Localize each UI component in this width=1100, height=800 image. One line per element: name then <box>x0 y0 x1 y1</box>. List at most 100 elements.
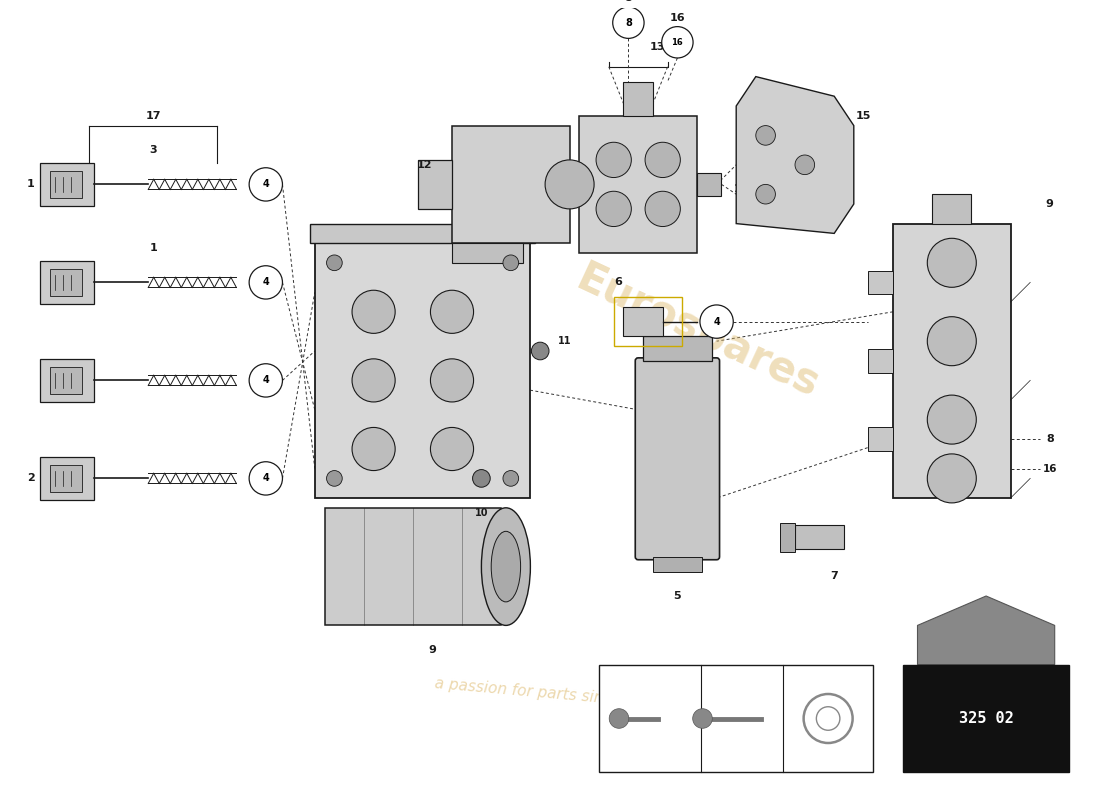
Text: 8: 8 <box>1046 434 1054 444</box>
FancyBboxPatch shape <box>869 427 893 451</box>
FancyBboxPatch shape <box>41 163 95 206</box>
Circle shape <box>927 395 977 444</box>
FancyBboxPatch shape <box>600 665 873 773</box>
Text: Eurospares: Eurospares <box>569 257 825 406</box>
FancyBboxPatch shape <box>315 243 530 498</box>
Text: 14: 14 <box>734 184 748 194</box>
Text: 4: 4 <box>263 179 270 190</box>
Text: 13: 13 <box>650 42 666 52</box>
FancyBboxPatch shape <box>903 665 1069 773</box>
FancyBboxPatch shape <box>51 465 81 492</box>
FancyBboxPatch shape <box>580 116 697 253</box>
Circle shape <box>927 454 977 503</box>
FancyBboxPatch shape <box>324 508 500 626</box>
Text: 3: 3 <box>150 145 157 155</box>
Text: 6: 6 <box>615 278 623 287</box>
Circle shape <box>430 427 474 470</box>
Circle shape <box>596 142 631 178</box>
Polygon shape <box>917 596 1055 665</box>
FancyBboxPatch shape <box>310 223 536 243</box>
Text: 16: 16 <box>614 674 628 684</box>
FancyBboxPatch shape <box>780 522 795 552</box>
FancyBboxPatch shape <box>418 160 452 209</box>
Text: 12: 12 <box>417 160 432 170</box>
FancyBboxPatch shape <box>41 261 95 304</box>
FancyBboxPatch shape <box>697 173 722 196</box>
Circle shape <box>662 26 693 58</box>
Text: 16: 16 <box>1043 463 1057 474</box>
FancyBboxPatch shape <box>893 223 1011 498</box>
Text: 7: 7 <box>830 571 838 582</box>
Circle shape <box>249 364 283 397</box>
Circle shape <box>503 470 518 486</box>
Text: 16: 16 <box>671 38 683 46</box>
Circle shape <box>609 709 629 728</box>
Text: 8: 8 <box>625 0 632 3</box>
Ellipse shape <box>492 531 520 602</box>
FancyBboxPatch shape <box>41 359 95 402</box>
Circle shape <box>352 290 395 334</box>
FancyBboxPatch shape <box>51 269 81 296</box>
Text: 4: 4 <box>263 474 270 483</box>
FancyBboxPatch shape <box>624 82 653 116</box>
FancyBboxPatch shape <box>653 557 702 571</box>
Text: 4: 4 <box>263 278 270 287</box>
FancyBboxPatch shape <box>624 307 662 336</box>
Circle shape <box>927 317 977 366</box>
Circle shape <box>473 470 491 487</box>
Circle shape <box>816 706 840 730</box>
Polygon shape <box>736 77 854 234</box>
Circle shape <box>927 238 977 287</box>
Text: 325 02: 325 02 <box>959 711 1013 726</box>
Circle shape <box>249 266 283 299</box>
Circle shape <box>327 255 342 270</box>
Circle shape <box>700 305 734 338</box>
FancyBboxPatch shape <box>452 126 570 243</box>
Text: 4: 4 <box>713 317 721 326</box>
Circle shape <box>645 191 680 226</box>
Circle shape <box>430 290 474 334</box>
Circle shape <box>503 255 518 270</box>
FancyBboxPatch shape <box>51 170 81 198</box>
Circle shape <box>756 126 775 145</box>
Text: 17: 17 <box>145 110 161 121</box>
Text: 4: 4 <box>263 375 270 386</box>
Circle shape <box>352 359 395 402</box>
Circle shape <box>795 155 815 174</box>
Circle shape <box>645 142 680 178</box>
Ellipse shape <box>482 508 530 626</box>
FancyBboxPatch shape <box>869 349 893 373</box>
FancyBboxPatch shape <box>644 336 712 361</box>
Circle shape <box>327 470 342 486</box>
Circle shape <box>546 160 594 209</box>
FancyBboxPatch shape <box>795 526 844 549</box>
Circle shape <box>613 7 645 38</box>
Circle shape <box>756 184 775 204</box>
FancyBboxPatch shape <box>41 457 95 500</box>
Text: 1: 1 <box>26 179 34 190</box>
Circle shape <box>693 709 713 728</box>
FancyBboxPatch shape <box>636 358 719 560</box>
Circle shape <box>249 462 283 495</box>
Text: a passion for parts since 1985: a passion for parts since 1985 <box>434 677 666 711</box>
Text: 16: 16 <box>670 13 685 22</box>
Text: 2: 2 <box>26 474 34 483</box>
FancyBboxPatch shape <box>869 270 893 294</box>
Circle shape <box>596 191 631 226</box>
Circle shape <box>531 342 549 360</box>
Text: 8: 8 <box>625 18 631 28</box>
Text: 5: 5 <box>673 591 681 601</box>
Text: 1: 1 <box>150 243 157 253</box>
Text: 10: 10 <box>475 508 488 518</box>
FancyBboxPatch shape <box>452 243 522 262</box>
Text: 4: 4 <box>798 674 805 684</box>
Text: 11: 11 <box>558 336 572 346</box>
Text: 8: 8 <box>715 674 723 684</box>
FancyBboxPatch shape <box>932 194 971 223</box>
Text: 9: 9 <box>429 645 437 655</box>
Text: 15: 15 <box>856 110 871 121</box>
Circle shape <box>430 359 474 402</box>
Circle shape <box>352 427 395 470</box>
Text: 9: 9 <box>1046 199 1054 209</box>
Circle shape <box>249 168 283 201</box>
